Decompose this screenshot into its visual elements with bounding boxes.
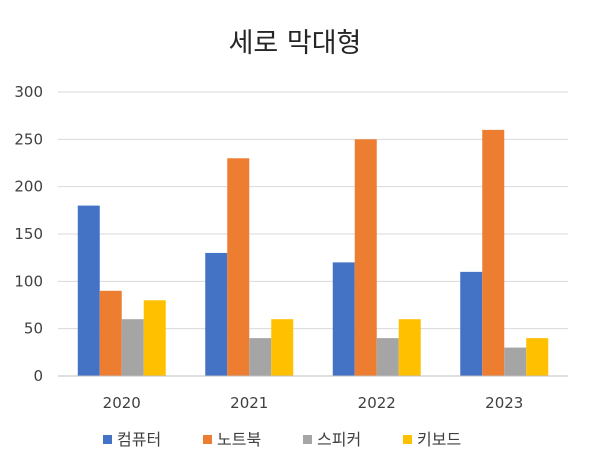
x-axis-categories: 2020 2021 2022 2023 — [103, 394, 524, 412]
bar-컴퓨터-2022 — [332, 262, 355, 376]
bar-컴퓨터-2020 — [77, 205, 100, 376]
y-tick-label: 50 — [24, 320, 43, 338]
y-tick-label: 200 — [14, 178, 43, 196]
legend-label: 노트북 — [217, 430, 261, 449]
legend-label: 스피커 — [317, 430, 361, 449]
y-tick-label: 150 — [14, 225, 43, 243]
y-tick-label: 100 — [14, 272, 43, 290]
x-category-label: 2023 — [485, 394, 523, 412]
legend-swatch — [403, 435, 412, 444]
bar-컴퓨터-2021 — [205, 252, 228, 376]
y-tick-label: 250 — [14, 130, 43, 148]
bar-컴퓨터-2023 — [460, 271, 483, 376]
bar-스피커-2023 — [504, 347, 527, 376]
y-axis-ticks: 0 50 100 150 200 250 300 — [14, 83, 43, 385]
legend-label: 키보드 — [417, 430, 461, 449]
legend-swatch — [203, 435, 212, 444]
bar-키보드-2021 — [271, 319, 294, 376]
bar-스피커-2021 — [249, 338, 272, 376]
x-category-label: 2021 — [230, 394, 268, 412]
bar-노트북-2021 — [227, 158, 250, 376]
bar-노트북-2023 — [482, 129, 505, 376]
bar-키보드-2022 — [398, 319, 421, 376]
bar-스피커-2020 — [121, 319, 144, 376]
y-tick-label: 0 — [33, 367, 43, 385]
x-category-label: 2020 — [103, 394, 141, 412]
y-tick-label: 300 — [14, 83, 43, 101]
legend: 컴퓨터 노트북 스피커 키보드 — [103, 430, 461, 449]
bars — [77, 129, 549, 376]
legend-swatch — [303, 435, 312, 444]
legend-label: 컴퓨터 — [117, 430, 161, 449]
chart-title: 세로 막대형 — [229, 28, 362, 59]
x-category-label: 2022 — [358, 394, 396, 412]
bar-노트북-2020 — [99, 290, 122, 376]
bar-키보드-2020 — [143, 300, 166, 376]
bar-키보드-2023 — [526, 338, 549, 376]
bar-스피커-2022 — [376, 338, 399, 376]
bar-노트북-2022 — [354, 139, 377, 376]
legend-swatch — [103, 435, 112, 444]
